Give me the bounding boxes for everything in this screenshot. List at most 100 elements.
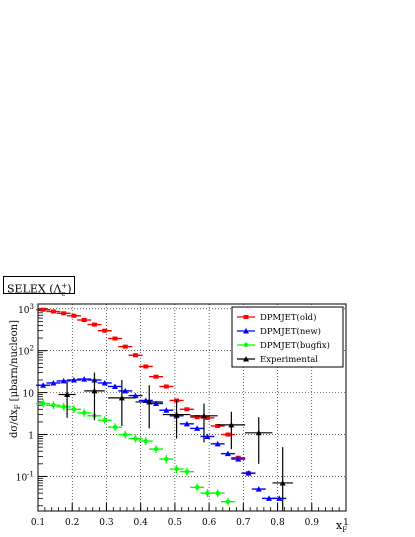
data-point-bugfix [133, 436, 138, 441]
y-tick-label: 103 [18, 303, 34, 316]
data-point-new [163, 407, 170, 413]
data-point-experimental [91, 387, 98, 394]
data-point-new [112, 383, 118, 389]
x-tick-label: 0.3 [99, 518, 114, 528]
series-experimental [58, 372, 293, 511]
data-point-new [122, 387, 129, 394]
chart-title-sub: c [61, 289, 66, 298]
data-point-old [215, 423, 221, 428]
data-point-old [143, 364, 149, 369]
data-point-experimental [118, 394, 125, 401]
data-point-bugfix [82, 410, 87, 416]
data-point-old [50, 309, 56, 314]
data-point-bugfix [143, 438, 148, 444]
data-point-bugfix [51, 403, 56, 408]
data-point-new [235, 456, 242, 462]
series-bugfix [36, 399, 235, 506]
series-old [36, 307, 256, 476]
data-point-new [70, 376, 77, 383]
data-point-new [194, 425, 201, 431]
data-point-new [266, 495, 272, 501]
series-new [36, 376, 287, 501]
data-point-bugfix [71, 407, 77, 412]
data-point-old [61, 311, 67, 316]
legend-marker-experimental [243, 356, 249, 362]
grid [38, 304, 346, 511]
data-point-new [224, 450, 231, 457]
legend-label-bugfix: DPMJET(bugfix) [260, 340, 330, 351]
data-point-new [245, 470, 252, 476]
data-point-new [101, 379, 108, 386]
data-point-bugfix [123, 432, 128, 437]
x-tick-label: 0.4 [134, 518, 149, 528]
data-point-experimental [228, 421, 235, 428]
data-point-bugfix [215, 490, 220, 496]
legend: DPMJET(old) DPMJET(new) DPMJET(bugfix) Expe… [231, 306, 344, 368]
x-tick-label: 0.6 [202, 518, 217, 528]
legend-marker-bugfix [243, 342, 249, 348]
data-point-old [112, 336, 118, 341]
legend-marker-old [243, 315, 249, 319]
data-point-bugfix [102, 417, 107, 423]
data-point-old [153, 374, 159, 379]
y-tick-label: 10 [23, 390, 35, 400]
chart-title-end: ) [67, 282, 72, 296]
x-tick-label: 0.5 [168, 518, 183, 528]
x-axis-label: xF [336, 519, 347, 534]
data-point-experimental [255, 429, 262, 436]
chart-title-main: SELEX (Λ [7, 282, 62, 296]
data-point-old [194, 415, 200, 420]
data-point-new [153, 400, 160, 407]
data-point-bugfix [40, 401, 46, 406]
legend-label-experimental: Experimental [260, 355, 318, 365]
data-point-experimental [173, 411, 180, 418]
data-point-new [81, 376, 88, 382]
data-point-new [60, 377, 67, 384]
y-axis-label: dσ/dxF [μbarn/nucleon] [9, 320, 22, 438]
x-tick-label: 1 [343, 518, 349, 528]
data-point-old [133, 353, 139, 358]
x-tick-label: 0.8 [270, 518, 285, 528]
data-point-old [163, 384, 169, 389]
x-tick-label: 0.7 [236, 518, 251, 528]
axes: 0.1 0.2 0.3 0.4 0.5 0.6 0.7 0.8 0.9 1 10-1 1 10 102 10… [16, 303, 349, 528]
data-point-old [204, 415, 210, 420]
data-point-old [81, 317, 87, 322]
data-point-old [225, 432, 231, 437]
y-tick-label: 102 [18, 345, 34, 358]
x-tick-label: 0.2 [65, 518, 79, 528]
data-point-bugfix [194, 485, 200, 490]
data-point-new [214, 440, 221, 447]
marks [36, 307, 293, 511]
data-point-bugfix [61, 404, 66, 409]
data-point-bugfix [153, 446, 159, 452]
data-point-bugfix [184, 469, 190, 474]
data-point-old [102, 328, 108, 333]
data-point-experimental [279, 479, 286, 486]
data-point-bugfix [225, 499, 231, 504]
y-tick-label: 1 [28, 432, 34, 442]
data-point-experimental [146, 398, 153, 405]
data-point-old [71, 313, 77, 318]
data-point-experimental [64, 391, 71, 398]
data-point-new [183, 420, 190, 427]
chart-title-sup: + [61, 282, 68, 290]
data-point-new [132, 392, 139, 399]
data-point-new [276, 495, 283, 501]
x-tick-label: 0.9 [305, 518, 320, 528]
data-point-new [40, 382, 47, 388]
legend-label-old: DPMJET(old) [260, 312, 316, 323]
data-point-experimental [200, 412, 207, 419]
legend-label-new: DPMJET(new) [260, 326, 321, 337]
x-tick-label: 0.1 [31, 518, 45, 528]
data-point-new [255, 486, 262, 492]
data-point-old [40, 307, 46, 312]
data-point-old [91, 322, 97, 327]
data-point-bugfix [205, 490, 210, 496]
chart-title-box: SELEX (Λc+) [3, 276, 75, 298]
legend-marker-new [243, 328, 249, 334]
data-point-bugfix [174, 466, 179, 472]
y-tick-label: 10-1 [16, 470, 34, 483]
data-point-new [204, 433, 211, 439]
